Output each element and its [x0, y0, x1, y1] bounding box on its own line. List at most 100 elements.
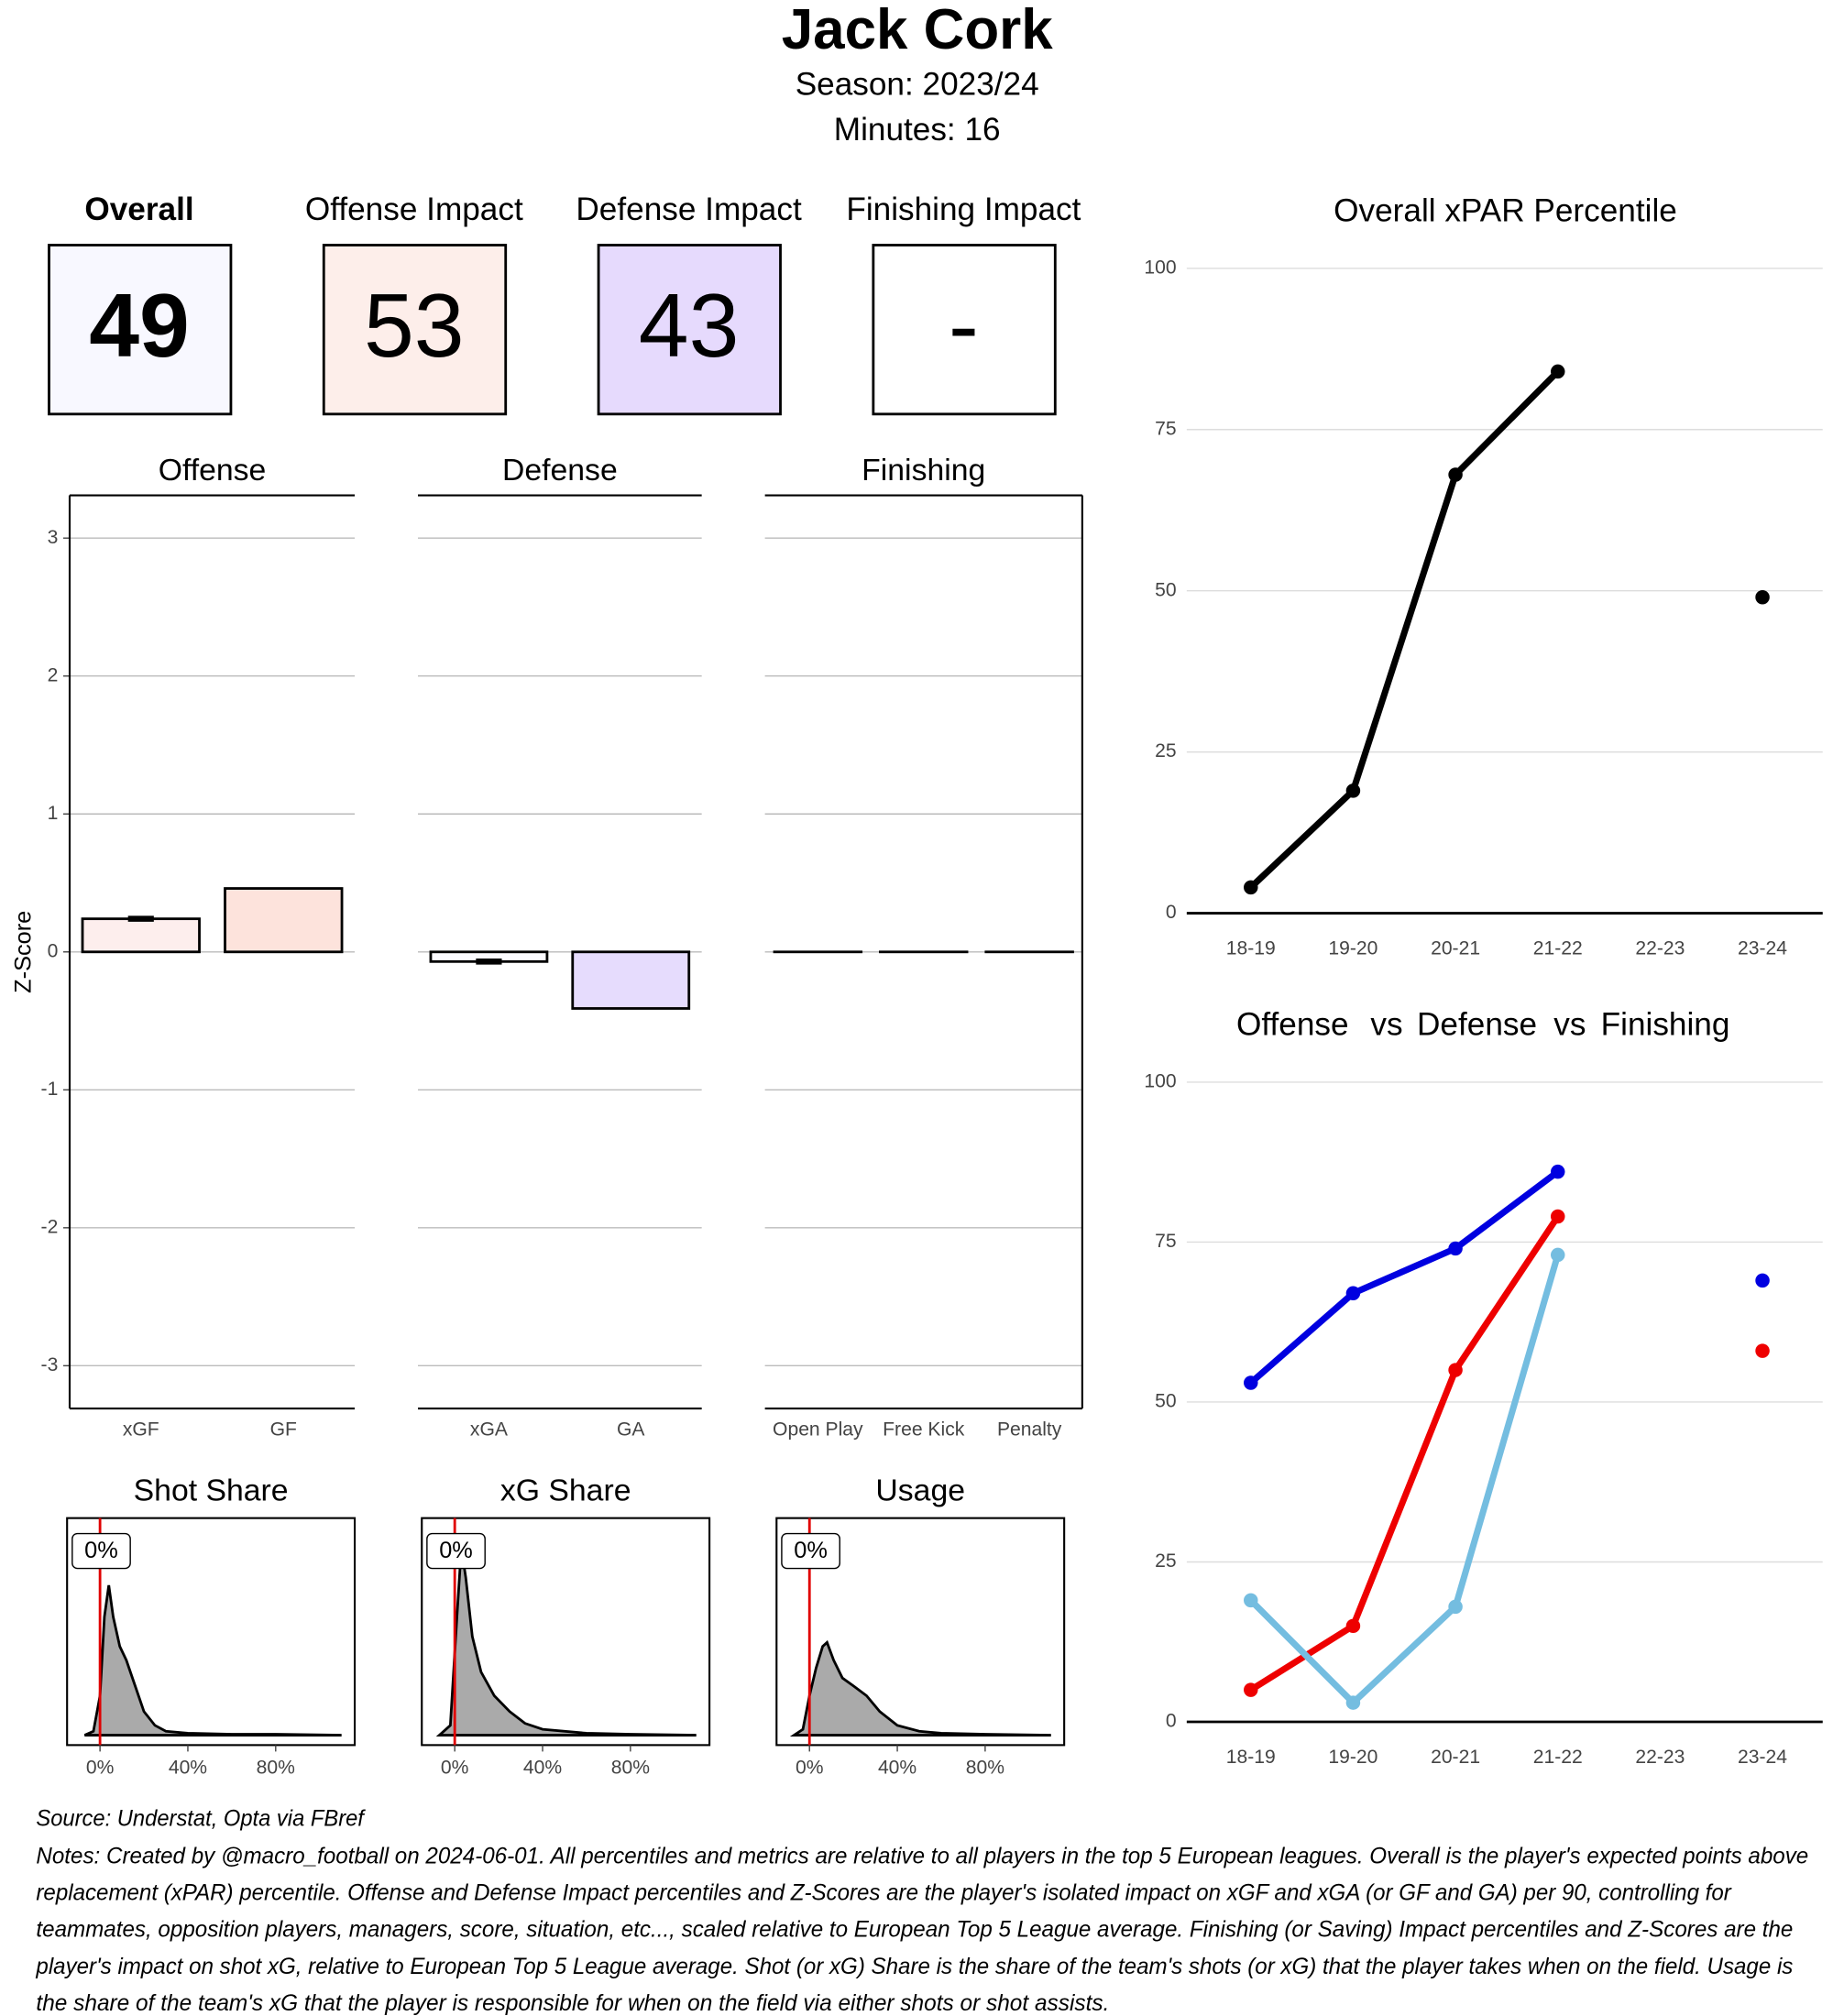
point	[1345, 783, 1361, 798]
y-tick-label: -2	[41, 1216, 59, 1237]
y-tick-label: 50	[1155, 1391, 1176, 1412]
x-tick-label: 22-23	[1635, 1747, 1685, 1768]
bar	[81, 917, 201, 954]
note-line: player's impact on shot xG, relative to …	[35, 1954, 1793, 1979]
point	[1244, 1593, 1258, 1608]
note-line: teammates, opposition players, managers,…	[36, 1917, 1793, 1943]
x-tick-label: 23-24	[1738, 938, 1787, 959]
point	[1448, 467, 1463, 482]
y-tick-label: 50	[1155, 579, 1176, 600]
y-tick-label: -3	[41, 1354, 59, 1375]
note-line: Notes: Created by @macro_football on 202…	[36, 1843, 1808, 1868]
x-tick-label: xGA	[470, 1419, 509, 1441]
point	[1551, 364, 1565, 379]
chart-title: Overall xPAR Percentile	[1334, 193, 1677, 229]
point	[1448, 1363, 1463, 1377]
marker-label: 0%	[84, 1538, 118, 1563]
season: Season: 2023/24	[796, 67, 1039, 103]
panel-title: Defense	[502, 453, 618, 488]
source: Source: Understat, Opta via FBref	[36, 1806, 366, 1832]
card-value: 49	[89, 275, 190, 376]
error-bar	[127, 915, 154, 922]
card-label: Finishing Impact	[846, 192, 1081, 227]
x-tick-label: 21-22	[1533, 938, 1583, 959]
y-tick-label: 75	[1155, 1231, 1176, 1252]
point	[1551, 1247, 1565, 1263]
x-tick-label: Penalty	[997, 1419, 1062, 1441]
y-tick-label: 0	[1166, 902, 1177, 923]
x-tick-label: 80%	[966, 1757, 1004, 1778]
x-tick-label: 20-21	[1431, 1747, 1480, 1768]
bar	[571, 950, 691, 1010]
point	[1755, 589, 1770, 605]
x-tick-label: 80%	[257, 1757, 295, 1778]
series-line	[1251, 371, 1762, 887]
card-value: -	[949, 275, 979, 376]
series-line	[1251, 1217, 1762, 1691]
point	[1244, 1682, 1258, 1697]
x-tick-label: GF	[270, 1419, 297, 1441]
panel-title: xG Share	[500, 1473, 631, 1507]
card-label: Defense Impact	[576, 192, 802, 227]
density-area	[789, 1639, 1051, 1737]
card-label: Offense Impact	[305, 192, 523, 227]
x-tick-label: 19-20	[1328, 938, 1377, 959]
x-tick-label: 0%	[796, 1757, 824, 1778]
card-label: Overall	[84, 192, 193, 227]
y-tick-label: 0	[1166, 1711, 1177, 1732]
card-value: 53	[364, 275, 465, 376]
panel-title: Usage	[875, 1473, 965, 1507]
y-tick-label: 75	[1155, 418, 1176, 439]
x-tick-label: 40%	[169, 1757, 207, 1778]
x-tick-label: 18-19	[1226, 938, 1276, 959]
y-tick-label: 3	[48, 527, 59, 548]
point	[1345, 1618, 1361, 1634]
title-joiner: vs	[1553, 1007, 1586, 1043]
note-line: the share of the team's xG that the play…	[36, 1990, 1109, 2016]
x-tick-label: 0%	[441, 1757, 469, 1778]
card-box	[322, 244, 508, 416]
point	[1244, 880, 1258, 895]
y-tick-label: 25	[1155, 740, 1176, 761]
marker-label-box	[71, 1532, 131, 1570]
point	[1244, 1375, 1258, 1390]
x-tick-label: Open Play	[773, 1419, 863, 1441]
y-tick-label: 0	[48, 940, 59, 961]
point	[1345, 1695, 1361, 1710]
point	[1448, 1599, 1463, 1615]
point	[1755, 1343, 1770, 1358]
y-tick-label: 1	[48, 803, 59, 824]
series-line	[1248, 1254, 1562, 1706]
legend-title-entry: Defense	[1417, 1007, 1537, 1043]
card-box	[597, 244, 782, 416]
legend-title-entry: Offense	[1236, 1007, 1349, 1043]
x-tick-label: 21-22	[1533, 1747, 1583, 1768]
marker-label-box	[781, 1532, 840, 1570]
x-tick-label: 19-20	[1328, 1747, 1377, 1768]
x-tick-label: 80%	[611, 1757, 650, 1778]
x-tick-label: Free Kick	[883, 1419, 965, 1441]
panel-title: Finishing	[862, 453, 985, 488]
y-tick-label: 100	[1144, 1071, 1176, 1092]
marker-label: 0%	[439, 1538, 473, 1563]
point	[1551, 1209, 1565, 1224]
panel-title: Offense	[159, 453, 267, 488]
point	[1755, 1273, 1770, 1288]
legend-title-entry: Finishing	[1601, 1007, 1730, 1043]
marker-label-box	[426, 1532, 486, 1570]
point	[1551, 1164, 1565, 1179]
x-tick-label: 40%	[878, 1757, 916, 1778]
note-line: replacement (xPAR) percentile. Offense a…	[36, 1880, 1732, 1906]
marker-label: 0%	[794, 1538, 828, 1563]
series-line	[1251, 1172, 1762, 1383]
y-tick-label: -1	[41, 1079, 59, 1100]
density-area	[435, 1547, 697, 1737]
card-box	[872, 244, 1057, 416]
x-tick-label: 18-19	[1226, 1747, 1276, 1768]
x-tick-label: xGF	[123, 1419, 159, 1441]
x-tick-label: 22-23	[1635, 938, 1685, 959]
y-tick-label: 2	[48, 664, 59, 685]
player-name: Jack Cork	[782, 0, 1054, 61]
x-tick-label: 0%	[86, 1757, 115, 1778]
x-tick-label: GA	[617, 1419, 645, 1441]
